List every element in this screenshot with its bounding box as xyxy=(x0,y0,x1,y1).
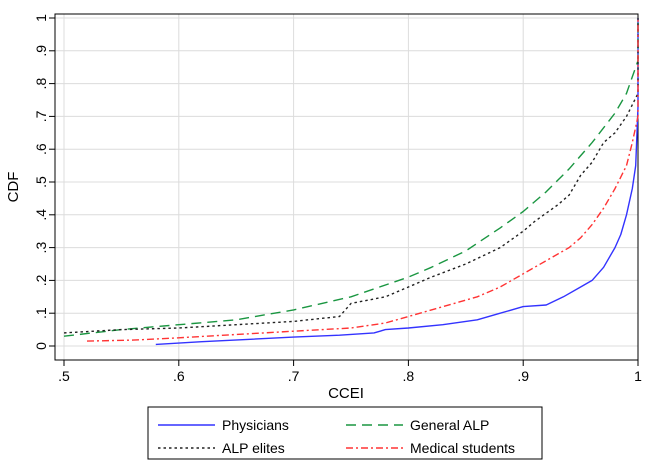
legend: Physicians General ALP ALP elites Medical s… xyxy=(147,406,543,460)
y-tick-label: .9 xyxy=(33,45,49,57)
x-tick-label: 1 xyxy=(634,368,642,384)
legend-label: Medical students xyxy=(410,440,515,456)
x-tick-label: .9 xyxy=(517,368,529,384)
x-axis-title: CCEI xyxy=(328,385,364,402)
x-tick-label: .6 xyxy=(173,368,185,384)
legend-label: ALP elites xyxy=(222,440,285,456)
y-tick-label: 1 xyxy=(33,14,49,22)
series-lines xyxy=(63,18,639,346)
y-tick-label: 0 xyxy=(33,342,49,350)
y-axis-title: CDF xyxy=(5,172,22,203)
y-tick-label: .6 xyxy=(33,143,49,155)
plot-frame xyxy=(54,13,639,361)
y-tick-label: .7 xyxy=(33,110,49,122)
y-tick-label: .2 xyxy=(33,274,49,286)
x-tick-label: .7 xyxy=(288,368,300,384)
x-tick-label: .8 xyxy=(403,368,415,384)
series-line-general-alp xyxy=(63,18,639,337)
legend-box xyxy=(147,406,543,460)
series-line-alp-elites xyxy=(63,18,639,334)
y-tick-label: .3 xyxy=(33,242,49,254)
series-line-physicians xyxy=(155,18,639,346)
y-tick-label: .4 xyxy=(33,209,49,221)
legend-label: General ALP xyxy=(410,417,489,433)
x-tick-label: .5 xyxy=(58,368,70,384)
axes: .5 .6 .7 .8 .9 1 0 .1 .2 .3 .4 .5 .6 .7 .8 .9 1 xyxy=(33,14,642,384)
y-tick-label: .1 xyxy=(33,307,49,319)
legend-label: Physicians xyxy=(222,417,289,433)
y-tick-label: .8 xyxy=(33,78,49,90)
y-tick-label: .5 xyxy=(33,176,49,188)
